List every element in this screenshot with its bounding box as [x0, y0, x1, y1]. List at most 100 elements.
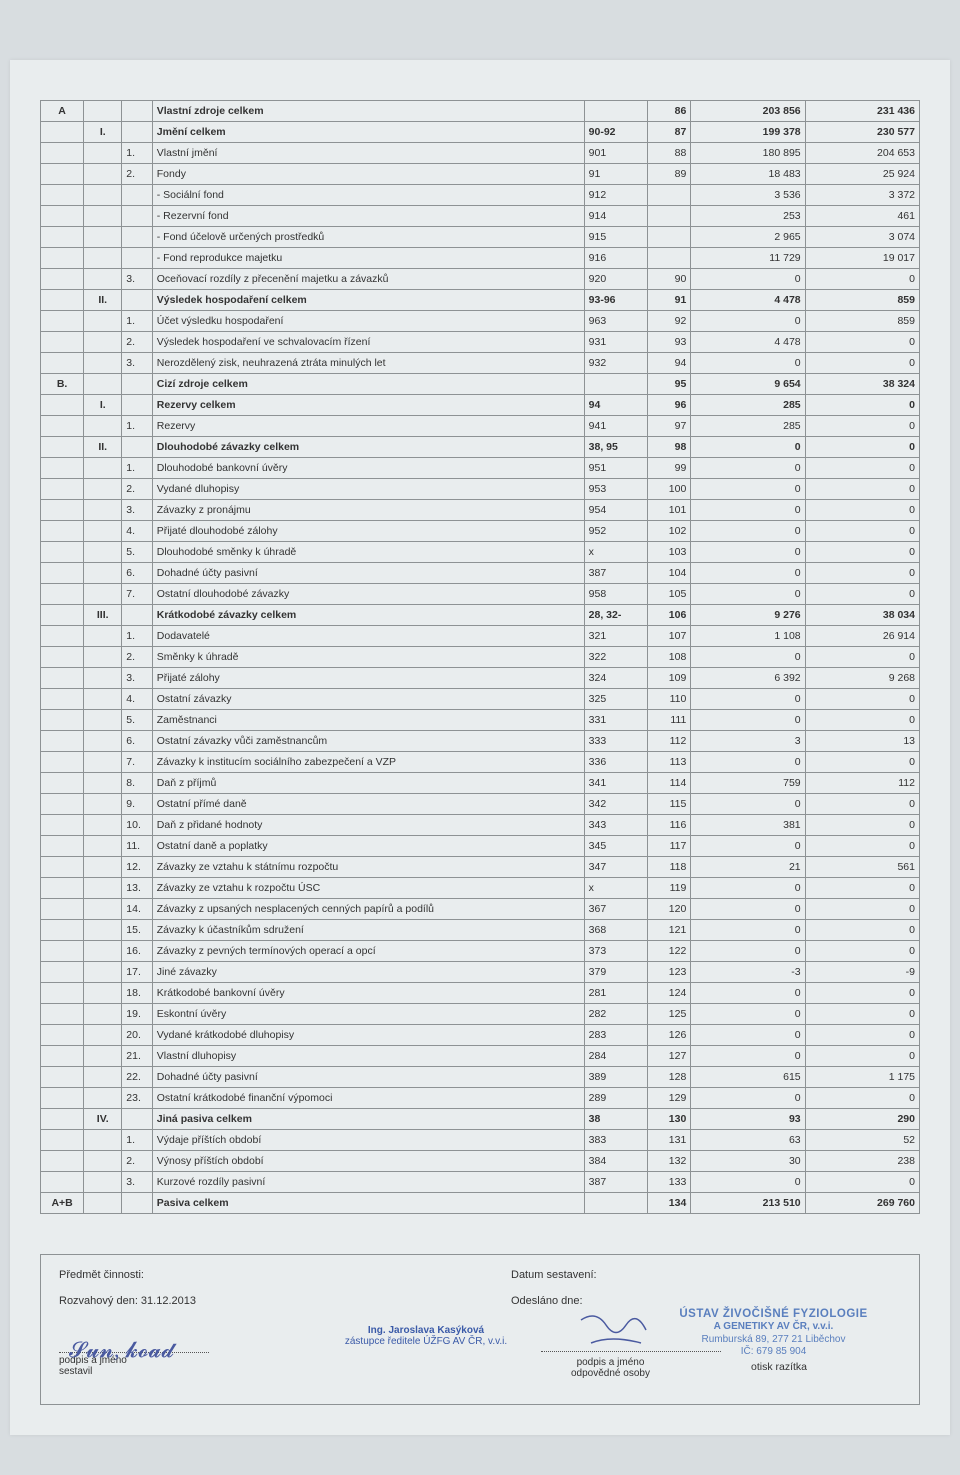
cell-c7: 0 [691, 647, 805, 668]
cell-c4: Eskontní úvěry [152, 1004, 584, 1025]
cell-c5: 91 [584, 164, 648, 185]
cell-c2 [84, 563, 122, 584]
cell-c1 [41, 920, 84, 941]
cell-c3 [122, 1109, 152, 1130]
cell-c8: 0 [805, 794, 919, 815]
cell-c6: 95 [648, 374, 691, 395]
cell-c8: -9 [805, 962, 919, 983]
cell-c6: 134 [648, 1193, 691, 1214]
cell-c5: 914 [584, 206, 648, 227]
table-row: III.Krátkodobé závazky celkem28, 32-1069… [41, 605, 920, 626]
cell-c5: 341 [584, 773, 648, 794]
cell-c5: 282 [584, 1004, 648, 1025]
cell-c5: 384 [584, 1151, 648, 1172]
cell-c3 [122, 437, 152, 458]
cell-c5: 901 [584, 143, 648, 164]
cell-c4: Oceňovací rozdíly z přecenění majetku a … [152, 269, 584, 290]
cell-c8: 1 175 [805, 1067, 919, 1088]
cell-c2 [84, 878, 122, 899]
cell-c8: 25 924 [805, 164, 919, 185]
cell-c4: - Fond účelově určených prostředků [152, 227, 584, 248]
table-row: 6.Dohadné účty pasivní38710400 [41, 563, 920, 584]
cell-c8: 0 [805, 269, 919, 290]
cell-c5: 954 [584, 500, 648, 521]
cell-c6: 125 [648, 1004, 691, 1025]
stamp-line1: ÚSTAV ŽIVOČIŠNÉ FYZIOLOGIE [676, 1307, 871, 1321]
cell-c3 [122, 248, 152, 269]
cell-c3: 4. [122, 689, 152, 710]
cell-c6: 120 [648, 899, 691, 920]
table-row: 21.Vlastní dluhopisy28412700 [41, 1046, 920, 1067]
cell-c2 [84, 1004, 122, 1025]
cell-c1 [41, 227, 84, 248]
cell-c6: 132 [648, 1151, 691, 1172]
cell-c7: 615 [691, 1067, 805, 1088]
cell-c3: 1. [122, 311, 152, 332]
cell-c6: 133 [648, 1172, 691, 1193]
cell-c4: Směnky k úhradě [152, 647, 584, 668]
table-row: 7.Závazky k institucím sociálního zabezp… [41, 752, 920, 773]
cell-c4: Zaměstnanci [152, 710, 584, 731]
cell-c4: Ostatní závazky vůči zaměstnancům [152, 731, 584, 752]
cell-c4: Účet výsledku hospodaření [152, 311, 584, 332]
cell-c5: 347 [584, 857, 648, 878]
table-row: 12.Závazky ze vztahu k státnímu rozpočtu… [41, 857, 920, 878]
cell-c1 [41, 521, 84, 542]
cell-c2 [84, 962, 122, 983]
table-row: 2.Výsledek hospodaření ve schvalovacím ř… [41, 332, 920, 353]
cell-c6: 102 [648, 521, 691, 542]
cell-c1 [41, 479, 84, 500]
cell-c5: 283 [584, 1025, 648, 1046]
cell-c6: 90 [648, 269, 691, 290]
cell-c7: 0 [691, 542, 805, 563]
cell-c7: 199 378 [691, 122, 805, 143]
cell-c3: 21. [122, 1046, 152, 1067]
cell-c1 [41, 773, 84, 794]
cell-c3: 2. [122, 164, 152, 185]
cell-c4: Dodavatelé [152, 626, 584, 647]
cell-c5: 963 [584, 311, 648, 332]
cell-c3: 3. [122, 500, 152, 521]
cell-c5: 289 [584, 1088, 648, 1109]
cell-c1 [41, 584, 84, 605]
cell-c3: 1. [122, 143, 152, 164]
cell-c1 [41, 542, 84, 563]
cell-c6: 99 [648, 458, 691, 479]
cell-c7: 9 276 [691, 605, 805, 626]
cell-c3 [122, 206, 152, 227]
cell-c3 [122, 227, 152, 248]
cell-c8: 0 [805, 1088, 919, 1109]
cell-c6: 109 [648, 668, 691, 689]
cell-c1 [41, 605, 84, 626]
cell-c5: 367 [584, 899, 648, 920]
cell-c4: - Fond reprodukce majetku [152, 248, 584, 269]
cell-c6: 122 [648, 941, 691, 962]
cell-c2 [84, 731, 122, 752]
cell-c6: 92 [648, 311, 691, 332]
sig2-label: podpis a jméno odpovědné osoby [571, 1357, 650, 1379]
cell-c4: Ostatní daně a poplatky [152, 836, 584, 857]
cell-c7: 203 856 [691, 101, 805, 122]
cell-c4: Jiné závazky [152, 962, 584, 983]
cell-c6: 87 [648, 122, 691, 143]
cell-c1 [41, 710, 84, 731]
cell-c8: 859 [805, 290, 919, 311]
cell-c4: Dohadné účty pasivní [152, 563, 584, 584]
cell-c5: 336 [584, 752, 648, 773]
cell-c3: 14. [122, 899, 152, 920]
cell-c6: 113 [648, 752, 691, 773]
cell-c7: 0 [691, 920, 805, 941]
table-row: 1.Rezervy941972850 [41, 416, 920, 437]
cell-c6: 98 [648, 437, 691, 458]
cell-c2 [84, 458, 122, 479]
cell-c3: 8. [122, 773, 152, 794]
cell-c1 [41, 269, 84, 290]
cell-c3: 22. [122, 1067, 152, 1088]
cell-c5: 932 [584, 353, 648, 374]
cell-c4: - Sociální fond [152, 185, 584, 206]
cell-c2 [84, 689, 122, 710]
cell-c2 [84, 479, 122, 500]
table-row: I.Jmění celkem90-9287199 378230 577 [41, 122, 920, 143]
cell-c8: 0 [805, 710, 919, 731]
cell-c4: Závazky z upsaných nesplacených cenných … [152, 899, 584, 920]
